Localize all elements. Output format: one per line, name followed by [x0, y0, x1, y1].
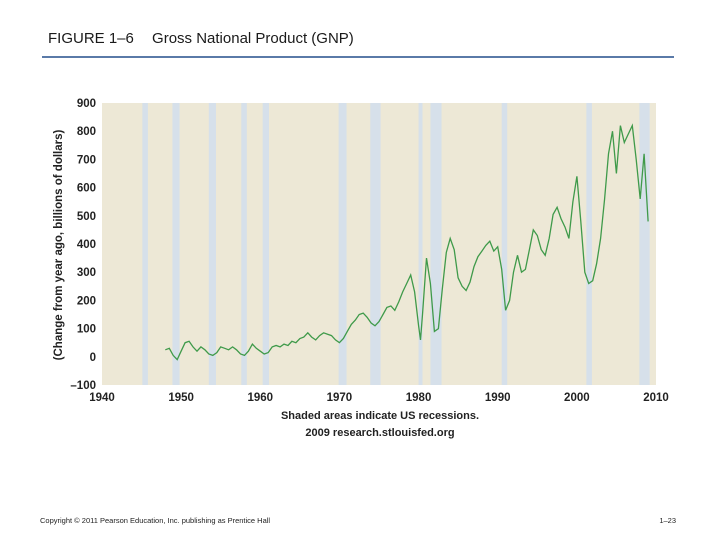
y-tick-label: 900	[77, 98, 96, 110]
x-tick-label: 1980	[406, 392, 432, 404]
y-tick-label: 0	[90, 352, 96, 364]
y-tick-label: 500	[77, 211, 96, 223]
x-tick-label: 1950	[168, 392, 194, 404]
x-tick-label: 2000	[564, 392, 590, 404]
recession-band	[586, 103, 592, 385]
source-caption: 2009 research.stlouisfed.org	[305, 427, 454, 439]
figure-title: Gross National Product (GNP)	[152, 30, 354, 47]
x-tick-label: 1960	[247, 392, 273, 404]
page-number: 1–23	[659, 516, 676, 525]
recession-band	[501, 103, 508, 385]
x-tick-label: 1940	[89, 392, 115, 404]
y-tick-label: 800	[77, 126, 96, 138]
recession-band	[338, 103, 347, 385]
recession-band	[639, 103, 650, 385]
y-tick-label: –100	[70, 380, 96, 392]
y-tick-label: 200	[77, 295, 96, 307]
recession-band	[142, 103, 148, 385]
recession-band	[208, 103, 216, 385]
y-tick-label: 100	[77, 324, 96, 336]
copyright-notice: Copyright © 2011 Pearson Education, Inc.…	[40, 516, 271, 525]
recession-bands	[142, 103, 650, 385]
figure-label: FIGURE 1–6	[48, 30, 134, 47]
slide-header: FIGURE 1–6 Gross National Product (GNP)	[48, 30, 354, 47]
recession-band	[241, 103, 247, 385]
y-tick-label: 700	[77, 154, 96, 166]
recession-band	[262, 103, 269, 385]
y-tick-label: 400	[77, 239, 96, 251]
y-axis-label: (Change from year ago, billions of dolla…	[53, 129, 65, 360]
recession-band	[418, 103, 423, 385]
x-tick-label: 1990	[485, 392, 511, 404]
recession-band	[370, 103, 381, 385]
gnp-series-line	[165, 123, 649, 361]
header-rule	[42, 56, 674, 58]
x-tick-label: 1970	[327, 392, 353, 404]
recession-band	[172, 103, 180, 385]
y-tick-label: 300	[77, 267, 96, 279]
y-axis-ticks: –100 0 100 200 300 400 500 600 700 800 900	[70, 98, 96, 392]
recession-band	[430, 103, 442, 385]
x-tick-label: 2010	[643, 392, 669, 404]
y-tick-label: 600	[77, 183, 96, 195]
recession-caption: Shaded areas indicate US recessions.	[281, 410, 479, 422]
x-axis-ticks: 1940 1950 1960 1970 1980 1990 2000 2010	[89, 392, 669, 404]
